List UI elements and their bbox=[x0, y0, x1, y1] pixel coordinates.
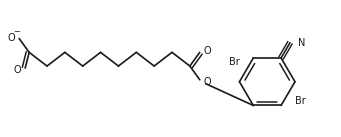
Text: O: O bbox=[204, 46, 211, 56]
Text: O: O bbox=[204, 77, 211, 87]
Text: −: − bbox=[13, 27, 20, 36]
Text: Br: Br bbox=[295, 96, 306, 106]
Text: O: O bbox=[8, 33, 15, 43]
Text: O: O bbox=[13, 65, 21, 75]
Text: N: N bbox=[298, 38, 305, 48]
Text: Br: Br bbox=[229, 57, 239, 67]
